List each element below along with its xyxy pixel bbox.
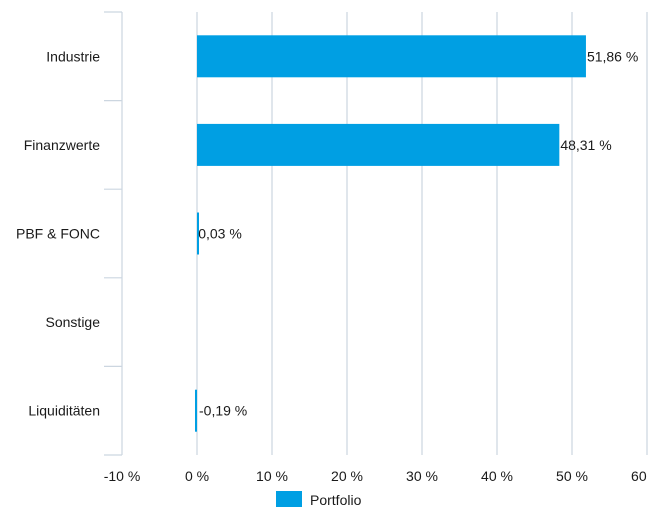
- x-tick-label: -10 %: [104, 468, 141, 484]
- category-label: PBF & FONC: [16, 226, 100, 242]
- bar: [197, 123, 560, 166]
- grid-lines: [121, 12, 648, 455]
- category-label: Industrie: [46, 48, 100, 64]
- data-label: 51,86 %: [587, 48, 638, 64]
- x-tick-label: 60 %: [631, 468, 648, 484]
- bars: [195, 35, 586, 432]
- category-labels: Industrie Finanzwerte PBF & FONC Sonstige Li…: [16, 48, 100, 418]
- legend: Portfolio: [276, 491, 362, 508]
- legend-label: Portfolio: [310, 492, 362, 508]
- bar: [197, 35, 586, 78]
- data-label: -0,19 %: [199, 403, 247, 419]
- x-tick-label: 50 %: [556, 468, 588, 484]
- data-label: 0,03 %: [198, 226, 242, 242]
- data-labels: 51,86 % 48,31 % 0,03 % -0,19 %: [198, 48, 638, 418]
- bar: [197, 212, 199, 255]
- x-tick-label: 30 %: [406, 468, 438, 484]
- x-tick-label: 20 %: [331, 468, 363, 484]
- category-label: Sonstige: [46, 314, 101, 330]
- category-label: Liquiditäten: [28, 403, 100, 419]
- x-tick-label: 0 %: [185, 468, 209, 484]
- x-tick-label: 40 %: [481, 468, 513, 484]
- legend-swatch: [276, 491, 302, 507]
- bar: [195, 389, 197, 432]
- data-label: 48,31 %: [560, 137, 611, 153]
- category-label: Finanzwerte: [24, 137, 100, 153]
- category-separators: [104, 11, 122, 456]
- x-tick-label: 10 %: [256, 468, 288, 484]
- x-tick-labels: -10 % 0 % 10 % 20 % 30 % 40 % 50 % 60 %: [104, 468, 648, 484]
